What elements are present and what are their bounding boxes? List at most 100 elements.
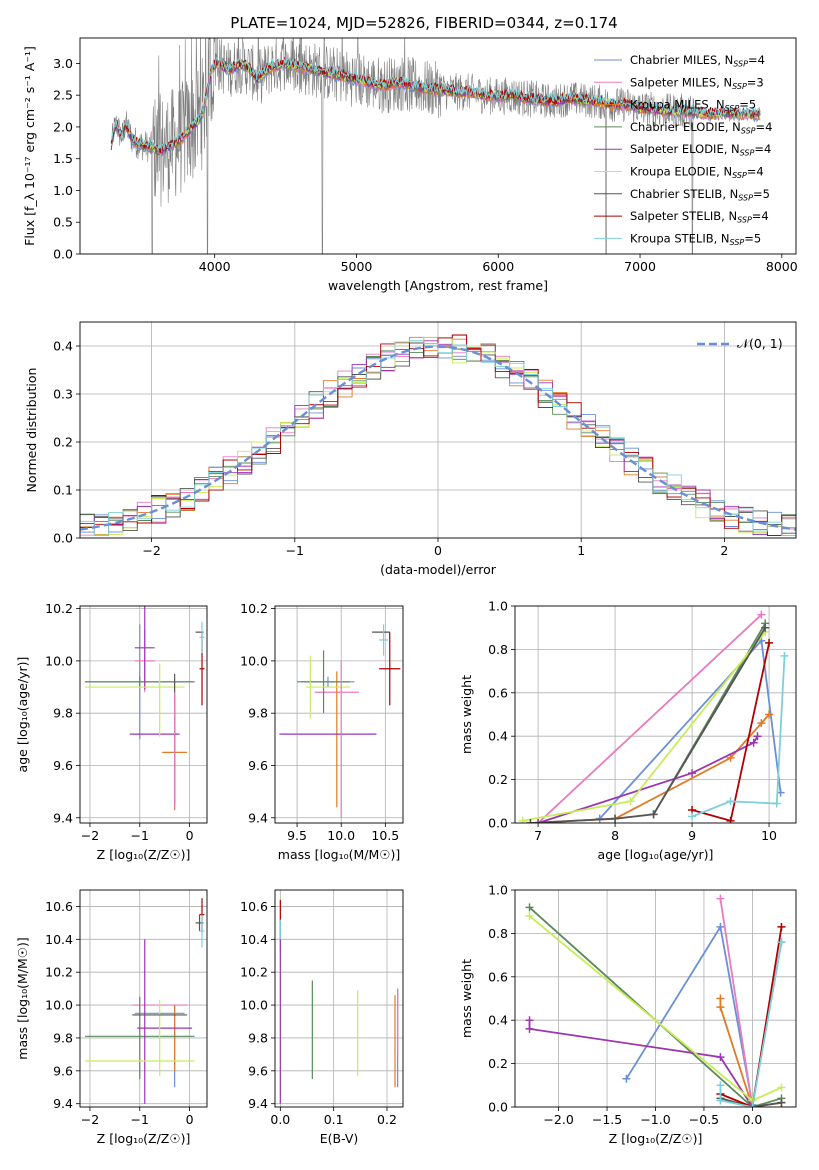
x-axis-label: mass [log₁₀(M/M☉)] (278, 847, 400, 862)
residual-histogram (80, 342, 796, 538)
axes-frame (79, 889, 208, 1108)
y-tick-label: 0.5 (53, 215, 73, 230)
x-axis-label: Z [log₁₀(Z/Z☉)] (97, 847, 191, 862)
x-axis-label: wavelength [Angstrom, rest frame] (328, 278, 548, 293)
data-point-marker (761, 623, 770, 632)
y-tick-label: 0.6 (488, 969, 508, 984)
data-point-marker (780, 651, 789, 660)
data-point-marker (716, 1003, 725, 1012)
errorbar-point (134, 606, 155, 690)
y-tick-label: 0.8 (488, 926, 508, 941)
y-tick-label: 9.8 (53, 706, 73, 721)
age_vs_Z-plot-area (80, 606, 207, 823)
legend-entry: Chabrier MILES, NSSP=4 (630, 53, 765, 69)
x-tick-label: 7000 (624, 259, 656, 274)
x-tick-label: 8000 (766, 259, 798, 274)
mass-weight-line (528, 906, 782, 1107)
y-tick-label: 10.6 (45, 899, 73, 914)
legend-entry: Kroupa ELODIE, NSSP=4 (630, 165, 764, 181)
axes-frame (274, 889, 404, 1108)
y-tick-label: 1.0 (53, 183, 73, 198)
residuals-plot-area (80, 322, 796, 538)
y-tick-label: 0.0 (53, 247, 73, 262)
x-tick-label: 8 (611, 828, 619, 843)
y-tick-label: 9.4 (248, 1096, 268, 1111)
y-tick-label: 9.4 (53, 1096, 73, 1111)
data-point-marker (688, 769, 697, 778)
data-point-marker (622, 1074, 631, 1083)
panel-age_vs_mass: 9.5 10.0 10.5 9.4 9.6 9.8 10.0 10.2 mass [log₁₀(… (240, 601, 404, 862)
y-tick-label: 9.4 (248, 810, 268, 825)
y-axis-label: mass weight (459, 959, 474, 1038)
x-tick-label: 1 (577, 543, 585, 558)
mass-weight-line (537, 614, 763, 823)
errorbar-point (199, 621, 205, 654)
x-axis-label: Z [log₁₀(Z/Z☉)] (97, 1131, 191, 1146)
y-tick-label: 10.0 (240, 653, 268, 668)
data-point-marker (525, 912, 534, 921)
y-tick-label: 9.6 (53, 758, 73, 773)
x-tick-label: −1 (286, 543, 304, 558)
y-tick-label: 0.0 (488, 816, 508, 831)
y-tick-label: 0.0 (53, 531, 73, 546)
y-tick-label: 9.6 (53, 1063, 73, 1078)
y-axis-label: Normed distribution (24, 368, 39, 493)
data-point-marker (777, 938, 786, 947)
x-tick-label: 10.5 (371, 828, 399, 843)
panel-mass_vs_Z: −2 −1 0 9.4 9.6 9.8 10.0 10.2 10.4 10.6 Z [log₁₀(Z… (15, 889, 208, 1146)
mass_vs_Z-plot-area (80, 890, 207, 1107)
x-tick-label: −1 (131, 1112, 149, 1127)
x-tick-label: 0 (186, 828, 194, 843)
y-tick-label: 0.4 (488, 729, 508, 744)
data-point-marker (726, 753, 735, 762)
x-tick-label: 10 (761, 828, 777, 843)
mass-weight-line (530, 627, 766, 823)
x-axis-label: age [log₁₀(age/yr)] (598, 847, 714, 862)
mass-weight-line (691, 655, 786, 818)
y-tick-label: 2.0 (53, 119, 73, 134)
mass_weight_vs_Z-plot-area (515, 890, 796, 1107)
x-tick-label: 9.5 (287, 828, 307, 843)
x-tick-label: 10.0 (327, 828, 355, 843)
data-point-marker (726, 797, 735, 806)
mass-weight-line (522, 631, 766, 822)
legend-entry: Salpeter ELODIE, NSSP=4 (630, 142, 771, 158)
panel-age_vs_Z: −2 −1 0 9.4 9.6 9.8 10.0 10.2 Z [log₁₀(Z/Z☉)] age… (15, 601, 208, 862)
data-point-marker (688, 812, 697, 821)
data-point-marker (716, 1096, 725, 1105)
y-tick-label: 10.2 (45, 601, 73, 616)
x-tick-label: 2 (720, 543, 728, 558)
figure-title: PLATE=1024, MJD=52826, FIBERID=0344, z=0… (230, 14, 617, 32)
data-point-marker (716, 894, 725, 903)
y-tick-label: 0.1 (53, 483, 73, 498)
data-point-marker (525, 1016, 534, 1025)
y-tick-label: 0.4 (53, 339, 73, 354)
y-tick-label: 9.8 (248, 1030, 268, 1045)
x-tick-label: −2 (142, 543, 160, 558)
y-tick-label: 9.4 (53, 810, 73, 825)
y-axis-label: age [log₁₀(age/yr)] (15, 657, 30, 773)
x-tick-label: −1 (131, 828, 149, 843)
y-tick-label: 0.4 (488, 1013, 508, 1028)
y-tick-label: 9.6 (248, 758, 268, 773)
data-point-marker (765, 638, 774, 647)
mass_weight_vs_age-plot-area (515, 606, 796, 823)
errorbar-point (84, 676, 195, 688)
mass-weight-line (599, 638, 782, 820)
x-tick-label: 0 (186, 1112, 194, 1127)
y-tick-label: 0.8 (488, 642, 508, 657)
y-tick-label: 0.2 (488, 1056, 508, 1071)
y-tick-label: 0.0 (488, 1100, 508, 1115)
x-tick-label: 6000 (482, 259, 514, 274)
y-axis-label: mass [log₁₀(M/M☉)] (15, 937, 30, 1059)
legend-entry: Salpeter MILES, NSSP=3 (630, 75, 764, 91)
legend-entry: Chabrier ELODIE, NSSP=4 (630, 120, 772, 136)
mass-weight-line (528, 1020, 754, 1107)
axes-frame (79, 605, 208, 824)
errorbar-point (199, 914, 205, 948)
observed-spectrum-line (110, 38, 697, 254)
panel-mass_vs_EBV: 0.0 0.1 0.2 9.4 9.6 9.8 10.0 10.2 10.4 10.6 E(B-V) (240, 889, 404, 1146)
y-tick-label: 0.2 (53, 435, 73, 450)
axes-frame (79, 37, 797, 255)
